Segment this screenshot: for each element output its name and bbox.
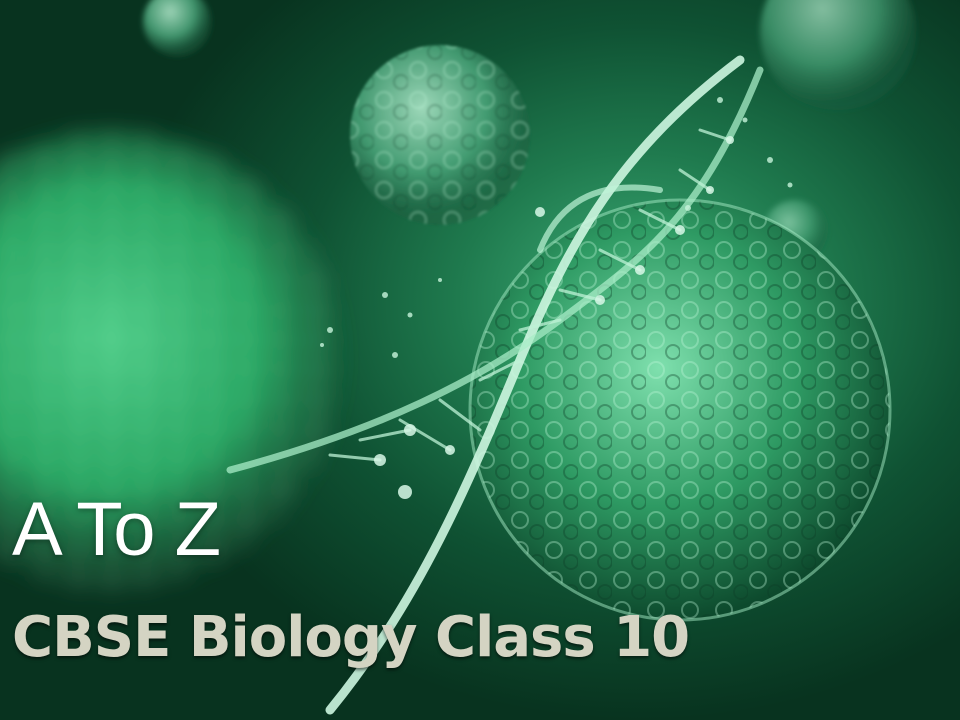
particles [320,97,793,358]
slide-heading: A To Z [12,487,221,572]
cell-main-sphere [468,198,892,622]
blurred-cell-left [0,130,340,590]
slide-subheading: CBSE Biology Class 10 [12,605,690,670]
blurred-cell-top-left [143,0,211,56]
cell-top-right [760,0,916,264]
dna-helix [226,55,764,715]
cell-upper-middle [350,45,530,225]
